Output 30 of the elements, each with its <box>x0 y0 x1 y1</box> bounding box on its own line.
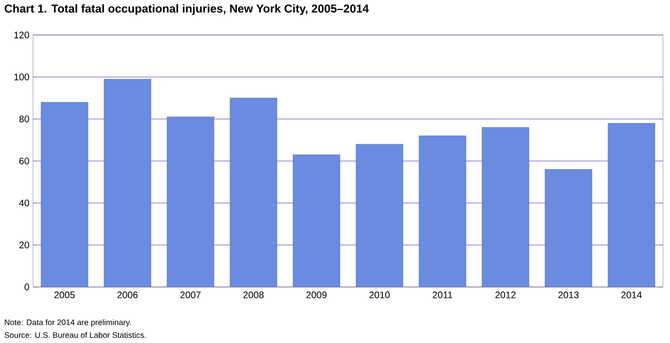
y-tick-label: 40 <box>19 200 30 206</box>
x-tick-label: 2011 <box>432 292 452 298</box>
x-tick-label: 2009 <box>306 292 327 298</box>
x-tick-label: 2006 <box>117 292 138 298</box>
bar <box>104 78 152 287</box>
x-tick-label: 2007 <box>180 292 201 298</box>
y-tick-label: 100 <box>14 74 30 80</box>
bar <box>418 136 466 287</box>
x-tick-label: 2010 <box>369 292 390 298</box>
x-tick-label: 2013 <box>558 292 579 298</box>
y-tick-label: 60 <box>19 158 30 164</box>
bar <box>544 169 592 287</box>
text: Note: Data for 2014 are preliminary. <box>4 319 131 327</box>
bar <box>608 123 656 287</box>
x-tick-label: 2005 <box>54 292 75 298</box>
bar <box>230 98 278 287</box>
chart-title: Chart 1. Total fatal occupational injuries, New York City, 2005–2014 <box>4 4 369 15</box>
y-tick-label: 120 <box>14 32 30 38</box>
bar <box>482 127 530 287</box>
source-note: Source: U.S. Bureau of Labor Statistics. <box>4 332 146 338</box>
bar <box>292 154 340 287</box>
bar <box>166 116 214 287</box>
y-tick-label: 0 <box>24 284 30 290</box>
bar <box>40 102 88 287</box>
x-tick-label: 2014 <box>621 292 642 298</box>
x-tick-label: 2008 <box>243 292 264 298</box>
y-tick-label: 80 <box>19 116 30 122</box>
y-tick-label: 20 <box>19 242 30 248</box>
x-tick-label: 2012 <box>495 292 516 298</box>
bar <box>356 144 404 287</box>
